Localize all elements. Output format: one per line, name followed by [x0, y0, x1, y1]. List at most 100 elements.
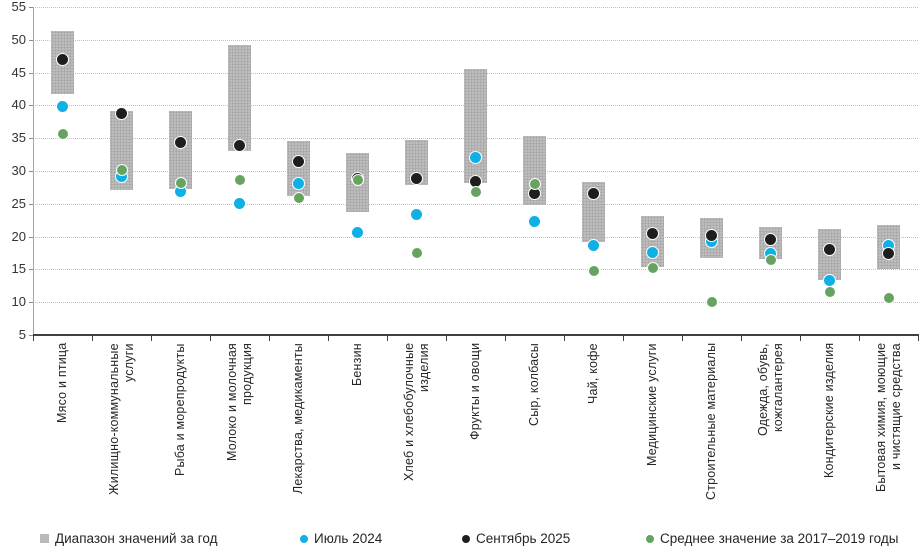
- x-axis-label: Мясо и птица: [55, 343, 69, 424]
- average-2017-2019-legend-marker: [646, 534, 654, 543]
- dot-july-2024: [646, 245, 659, 259]
- dot-average-2017-2019: [233, 173, 246, 186]
- x-axis-label-slot: Сыр, колбасы: [505, 343, 564, 519]
- x-axis-tick: [741, 336, 742, 341]
- y-axis-tick-label: 35: [11, 130, 26, 146]
- y-axis-tick: [29, 269, 34, 271]
- range-bar: [228, 45, 251, 152]
- dot-average-2017-2019: [351, 173, 364, 186]
- range-bar: [641, 215, 664, 268]
- y-axis-tick: [29, 302, 34, 304]
- x-axis-label: Бытовая химия, моющие и чистящие средств…: [873, 343, 903, 493]
- dot-average-2017-2019: [528, 178, 541, 191]
- x-axis-label-slot: Рыба и морепродукты: [151, 343, 210, 519]
- dot-average-2017-2019: [646, 262, 659, 275]
- y-axis-tick-label: 55: [11, 0, 26, 14]
- x-axis-label-slot: Молоко и молочная продукция: [210, 343, 269, 519]
- legend-label-average-2017-2019: Среднее значение за 2017–2019 годы: [660, 531, 899, 546]
- dot-july-2024: [528, 215, 541, 228]
- x-axis-label: Жилищно-коммунальные услуги: [106, 343, 136, 495]
- x-axis-label-slot: Бензин: [328, 343, 387, 519]
- dot-average-2017-2019: [410, 247, 423, 259]
- legend-label-july-2024: Июль 2024: [314, 531, 383, 546]
- x-axis-tick: [446, 336, 447, 341]
- x-axis-label-slot: Мясо и птица: [33, 343, 92, 519]
- x-axis-line: [33, 334, 919, 336]
- gridline: [33, 269, 918, 271]
- dot-average-2017-2019: [705, 295, 718, 308]
- gridline: [33, 203, 918, 205]
- x-axis-tick: [918, 336, 919, 341]
- gridline: [33, 7, 918, 8]
- y-axis-tick-label: 10: [11, 294, 26, 310]
- chart-legend: Диапазон значений за год Июль 2024 Сентя…: [0, 531, 922, 551]
- x-axis-label-slot: Медицинские услуги: [623, 343, 682, 519]
- x-axis-label-slot: Одежда, обувь, кожгалантерея: [741, 343, 800, 519]
- dot-average-2017-2019: [587, 265, 600, 278]
- dot-july-2024: [351, 225, 364, 239]
- y-axis-tick: [29, 171, 34, 172]
- dot-september-2025: [174, 135, 187, 149]
- gridline: [33, 236, 918, 238]
- x-axis-tick: [505, 336, 506, 341]
- x-axis-label-slot: Хлеб и хлебобулочные изделия: [387, 343, 446, 519]
- x-axis-label-slot: Фрукты и овощи: [446, 343, 505, 519]
- y-axis-tick-label: 15: [11, 261, 26, 277]
- legend-label-range: Диапазон значений за год: [55, 531, 218, 546]
- dot-july-2024: [410, 207, 423, 221]
- july-2024-legend-marker: [300, 534, 308, 543]
- y-axis-tick: [29, 335, 34, 336]
- x-axis-tick: [623, 336, 624, 341]
- range-bar: [464, 68, 487, 184]
- y-axis-tick: [29, 7, 34, 8]
- legend-item-july-2024: Июль 2024: [300, 531, 382, 546]
- dot-average-2017-2019: [115, 163, 128, 176]
- x-axis-tick: [151, 336, 152, 341]
- range-bar: [523, 136, 546, 206]
- dot-september-2025: [233, 138, 246, 152]
- x-axis-label-slot: Бытовая химия, моющие и чистящие средств…: [859, 343, 918, 519]
- september-2025-legend-marker: [462, 534, 470, 543]
- y-axis-tick: [29, 236, 34, 238]
- x-axis-tick: [564, 336, 565, 341]
- y-axis-tick-label: 25: [11, 195, 26, 211]
- x-axis-label: Бензин: [350, 343, 364, 386]
- y-axis-tick: [29, 138, 34, 140]
- dot-september-2025: [705, 229, 718, 243]
- dot-july-2024: [56, 100, 69, 114]
- dot-september-2025: [823, 243, 836, 257]
- gridline: [33, 302, 918, 304]
- x-axis-label: Чай, кофе: [586, 343, 600, 404]
- range-bar-legend-marker: [40, 534, 49, 543]
- dot-july-2024: [292, 176, 305, 190]
- x-axis-label: Сыр, колбасы: [527, 343, 541, 426]
- y-axis-tick: [29, 203, 34, 205]
- x-axis-tick: [328, 336, 329, 341]
- x-axis-label-slot: Чай, кофе: [564, 343, 623, 519]
- x-axis-label: Медицинские услуги: [645, 343, 659, 466]
- dot-september-2025: [410, 172, 423, 186]
- range-bar: [169, 111, 192, 189]
- dot-average-2017-2019: [823, 286, 836, 299]
- x-axis-tick: [387, 336, 388, 341]
- x-axis-label-slot: Лекарства, медикаменты: [269, 343, 328, 519]
- x-axis-tick: [269, 336, 270, 341]
- x-axis-label-slot: Кондитерские изделия: [800, 343, 859, 519]
- dot-september-2025: [764, 233, 777, 247]
- dot-average-2017-2019: [882, 291, 895, 304]
- dot-september-2025: [646, 226, 659, 240]
- dot-july-2024: [823, 274, 836, 288]
- y-axis-tick-label: 5: [18, 327, 26, 342]
- legend-label-september-2025: Сентябрь 2025: [476, 531, 571, 546]
- dot-average-2017-2019: [56, 128, 69, 141]
- x-axis-label: Одежда, обувь, кожгалантерея: [755, 343, 785, 436]
- dot-average-2017-2019: [469, 185, 482, 198]
- x-axis-tick: [800, 336, 801, 341]
- y-axis-tick-label: 40: [11, 97, 26, 113]
- dot-july-2024: [469, 151, 482, 165]
- y-axis-line: [33, 7, 34, 335]
- x-axis-tick: [859, 336, 860, 341]
- dot-september-2025: [56, 52, 69, 66]
- legend-item-average-2017-2019: Среднее значение за 2017–2019 годы: [646, 531, 898, 546]
